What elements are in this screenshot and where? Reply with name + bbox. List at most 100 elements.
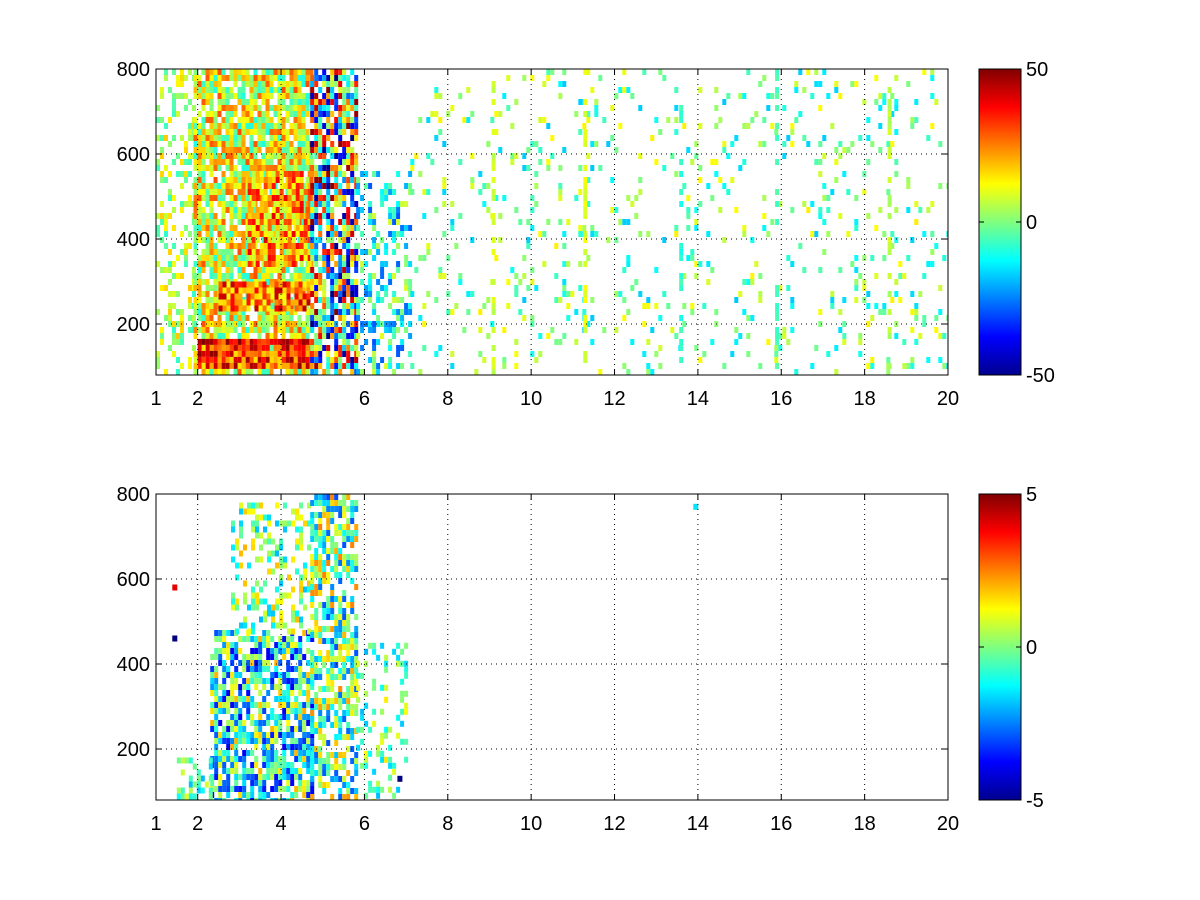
heatmap-cell: [294, 786, 299, 792]
heatmap-cell: [277, 273, 282, 279]
heatmap-cell: [842, 333, 847, 339]
heatmap-cell: [270, 293, 275, 300]
heatmap-cell: [318, 524, 323, 530]
heatmap-cell: [334, 117, 339, 123]
heatmap-cell: [176, 153, 180, 159]
heatmap-cell: [310, 794, 315, 800]
heatmap-cell: [234, 786, 239, 792]
heatmap-cell: [554, 243, 559, 249]
heatmap-cell: [368, 213, 373, 219]
heatmap-cell: [346, 105, 351, 111]
heatmap-cell: [235, 628, 239, 635]
heatmap-cell: [356, 696, 361, 703]
heatmap-cell: [782, 333, 787, 339]
heatmap-cell: [218, 702, 223, 708]
heatmap-cell: [346, 345, 351, 351]
heatmap-cell: [326, 321, 331, 327]
heatmap-cell: [322, 315, 327, 321]
heatmap-cell: [278, 786, 283, 792]
heatmap-cell: [818, 141, 823, 147]
heatmap-cell: [314, 357, 319, 363]
heatmap-cell: [225, 321, 230, 327]
x-tick-label: 16: [770, 388, 792, 410]
heatmap-cell: [286, 299, 291, 306]
heatmap-cell: [302, 654, 307, 660]
heatmap-cell: [285, 165, 290, 171]
heatmap-cell: [426, 189, 431, 195]
heatmap-cell: [239, 550, 243, 557]
heatmap-cell: [470, 291, 475, 297]
heatmap-cell: [257, 117, 262, 123]
heatmap-cell: [265, 129, 270, 135]
heatmap-cell: [682, 321, 687, 327]
heatmap-cell: [246, 660, 251, 666]
heatmap-cell: [346, 183, 351, 189]
heatmap-cell: [251, 177, 256, 183]
heatmap-cell: [197, 315, 202, 321]
heatmap-cell: [356, 213, 361, 219]
heatmap-cell: [229, 225, 234, 231]
heatmap-cell: [229, 141, 234, 147]
heatmap-cell: [562, 231, 567, 237]
heatmap-cell: [218, 792, 223, 798]
heatmap-cell: [201, 369, 206, 375]
heatmap-cell: [930, 201, 935, 207]
heatmap-cell: [289, 93, 294, 99]
heatmap-cell: [225, 231, 230, 237]
heatmap-cell: [255, 177, 260, 183]
heatmap-cell: [193, 201, 198, 207]
heatmap-cell: [354, 93, 359, 99]
heatmap-cell: [193, 333, 198, 339]
heatmap-cell: [294, 678, 299, 684]
heatmap-cell: [201, 171, 206, 177]
heatmap-cell: [298, 750, 303, 756]
heatmap-cell: [638, 105, 643, 111]
heatmap-cell: [334, 698, 339, 704]
heatmap-cell: [197, 344, 202, 351]
heatmap-cell: [222, 648, 227, 654]
heatmap-cell: [234, 648, 239, 654]
heatmap-cell: [246, 774, 251, 780]
heatmap-cell: [210, 720, 215, 726]
heatmap-cell: [742, 225, 747, 231]
heatmap-cell: [251, 598, 255, 605]
heatmap-cell: [514, 339, 519, 345]
heatmap-cell: [242, 732, 247, 738]
heatmap-stripe-cell: [583, 315, 588, 321]
heatmap-cell: [238, 648, 243, 654]
heatmap-cell: [350, 369, 355, 375]
heatmap-cell: [277, 69, 282, 75]
heatmap-cell: [275, 520, 279, 527]
heatmap-cell: [229, 309, 234, 315]
heatmap-cell: [286, 768, 291, 774]
heatmap-cell: [241, 111, 246, 117]
heatmap-cell: [289, 356, 294, 363]
heatmap-cell: [790, 141, 795, 147]
heatmap-cell: [346, 231, 351, 237]
heatmap-cell: [196, 781, 201, 788]
heatmap-cell: [346, 243, 351, 249]
heatmap-cell: [172, 273, 176, 279]
heatmap-cell: [338, 237, 343, 243]
heatmap-cell: [392, 369, 397, 375]
heatmap-cell: [295, 171, 300, 177]
heatmap-cell: [806, 141, 811, 147]
heatmap-cell: [234, 281, 239, 288]
heatmap-cell: [193, 147, 198, 153]
heatmap-cell: [156, 363, 160, 369]
heatmap-cell: [562, 291, 567, 297]
heatmap-cell: [738, 291, 743, 297]
heatmap-cell: [205, 231, 210, 237]
heatmap-cell: [274, 684, 279, 690]
heatmap-cell: [291, 556, 295, 563]
heatmap-cell: [241, 123, 246, 129]
heatmap-cell: [277, 99, 282, 105]
heatmap-cell: [193, 153, 198, 159]
heatmap-cell: [372, 345, 377, 351]
heatmap-cell: [283, 556, 287, 563]
heatmap-cell: [334, 752, 339, 758]
heatmap-cell: [404, 738, 409, 745]
heatmap-cell: [646, 303, 651, 309]
heatmap-cell: [258, 305, 263, 312]
heatmap-cell: [257, 344, 262, 351]
